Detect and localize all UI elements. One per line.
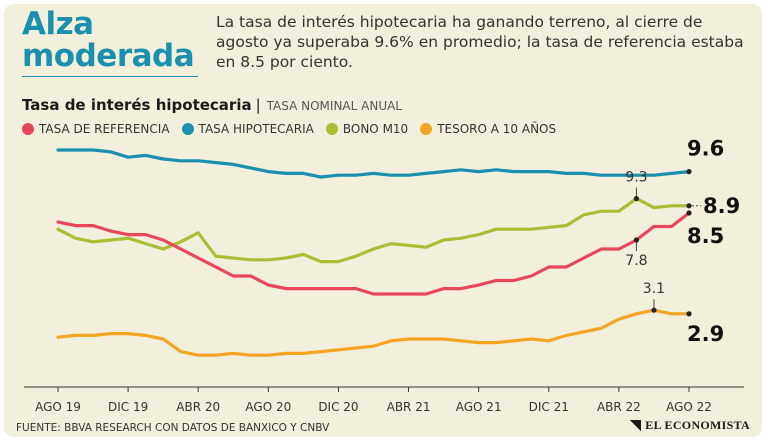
annotation-tesoro-peak: 3.1 <box>643 281 665 297</box>
x-tick-label: AGO 22 <box>666 400 712 414</box>
legend-dot-hipotecaria <box>181 123 194 135</box>
legend-dot-bono <box>325 123 338 135</box>
infographic-frame: Alza moderada La tasa de interés hipotec… <box>4 4 762 437</box>
annotation-tesoro-peak-marker <box>651 307 657 313</box>
brand-name: EL ECONOMISTA <box>645 418 750 432</box>
x-tick-label: DIC 21 <box>529 400 569 414</box>
legend-label-bono: BONO M10 <box>342 122 409 136</box>
end-label-bono: 8.9 <box>703 194 740 218</box>
series-line-bono <box>56 197 691 264</box>
brand-logo: EL ECONOMISTA <box>629 418 750 433</box>
headline-rule <box>22 76 198 77</box>
x-tick-label: ABR 20 <box>176 400 220 414</box>
legend-label-hipotecaria: TASA HIPOTECARIA <box>198 122 314 136</box>
end-label-hipotecaria-marker <box>686 169 692 175</box>
headline: Alza moderada <box>22 6 195 74</box>
x-tick-label: ABR 22 <box>597 400 641 414</box>
annotation-bono-peak-marker <box>633 196 640 202</box>
x-tick-label: AGO 21 <box>456 400 502 414</box>
annotation-referencia-jun-marker <box>633 237 640 243</box>
end-label-bono-marker <box>686 203 692 209</box>
x-tick-label: AGO 20 <box>245 400 291 414</box>
line-chart: AGO 19 DIC 19 ABR 20 AGO 20 DIC 20 ABR 21 AGO … <box>24 137 744 414</box>
chart-title: Tasa de interés hipotecaria | TASA NOMINAL… <box>22 96 402 114</box>
series-line-tesoro <box>56 308 691 357</box>
legend-item-referencia: TASA DE REFERENCIA <box>22 122 170 136</box>
headline-line-2: moderada <box>22 38 195 74</box>
end-label-tesoro-marker <box>686 311 692 317</box>
legend-dot-referencia <box>22 123 34 135</box>
chart-subtitle: TASA NOMINAL ANUAL <box>266 99 402 113</box>
end-label-hipotecaria: 9.6 <box>687 137 724 161</box>
series-line-referencia <box>56 211 691 296</box>
chart-legend: TASA DE REFERENCIA TASA HIPOTECARIA BONO… <box>22 122 568 136</box>
legend-item-bono: BONO M10 <box>325 122 409 136</box>
series-line-hipotecaria <box>56 148 691 179</box>
legend-item-hipotecaria: TASA HIPOTECARIA <box>181 122 314 136</box>
end-label-tesoro: 2.9 <box>687 322 724 346</box>
end-label-referencia: 8.5 <box>687 224 724 248</box>
deck-text: La tasa de interés hipotecaria ha ganand… <box>216 13 744 71</box>
x-tick-label: DIC 20 <box>318 400 358 414</box>
legend-dot-tesoro <box>420 123 433 135</box>
legend-label-tesoro: TESORO A 10 AÑOS <box>437 122 557 136</box>
x-tick-label: AGO 19 <box>35 400 81 414</box>
x-tick-label: ABR 21 <box>387 400 431 414</box>
legend-label-referencia: TASA DE REFERENCIA <box>39 122 170 136</box>
brand-mark-icon <box>629 419 642 432</box>
source-note: FUENTE: BBVA RESEARCH CON DATOS DE BANXI… <box>16 422 330 434</box>
chart-title-text: Tasa de interés hipotecaria <box>22 96 252 114</box>
annotation-bono-peak: 9.3 <box>625 170 647 186</box>
end-label-referencia-marker <box>686 210 692 216</box>
headline-line-1: Alza <box>22 6 94 42</box>
x-tick-label: DIC 19 <box>108 400 148 414</box>
legend-item-tesoro: TESORO A 10 AÑOS <box>420 122 556 136</box>
annotation-referencia-jun: 7.8 <box>625 253 647 269</box>
